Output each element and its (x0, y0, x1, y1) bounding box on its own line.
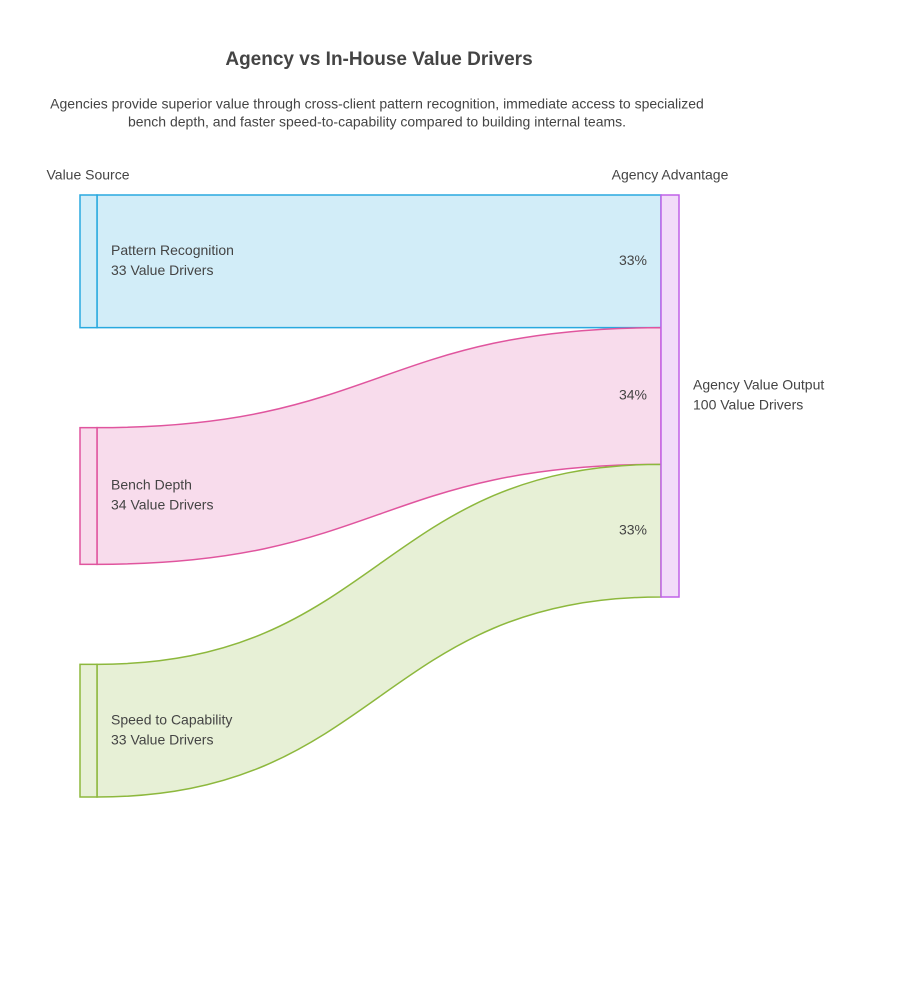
source-node (79, 194, 98, 329)
target-value-label: 100 Value Drivers (693, 397, 803, 413)
source-label: Speed to Capability (111, 711, 232, 727)
chart-subtitle: bench depth, and faster speed-to-capabil… (128, 114, 626, 130)
source-label: Bench Depth (111, 477, 192, 493)
flow-label: 34% (619, 387, 647, 403)
source-label: Pattern Recognition (111, 242, 234, 258)
source-value-label: 34 Value Drivers (111, 497, 213, 513)
source-node (79, 663, 98, 798)
target-node (660, 194, 680, 598)
flow-label: 33% (619, 252, 647, 268)
target-label: Agency Value Output (693, 377, 824, 393)
chart-title: Agency vs In-House Value Drivers (225, 49, 532, 70)
column-header: Agency Advantage (612, 167, 729, 183)
source-value-label: 33 Value Drivers (111, 262, 213, 278)
chart-subtitle: Agencies provide superior value through … (50, 96, 704, 112)
flow-label: 33% (619, 521, 647, 537)
column-header: Value Source (46, 167, 129, 183)
source-node (79, 426, 98, 566)
source-value-label: 33 Value Drivers (111, 731, 213, 747)
